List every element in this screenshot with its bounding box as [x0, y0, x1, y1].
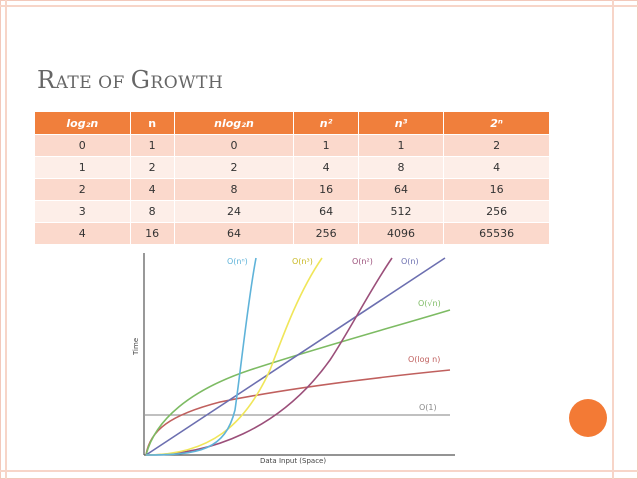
table-cell: 16: [130, 222, 175, 244]
growth-chart: O(nⁿ) O(n³) O(n²) O(n) O(√n) O(log n) O(…: [132, 253, 455, 465]
table-cell: 64: [293, 200, 359, 223]
series-label: O(log n): [408, 355, 440, 364]
table-row: 2 4 8 16 64 16: [35, 178, 550, 201]
table-cell: 16: [443, 178, 550, 201]
table-cell: 4096: [358, 222, 445, 244]
series-line-onn: [145, 257, 257, 456]
frame-line-top: [0, 5, 638, 7]
table-cell: 1: [293, 134, 359, 157]
table-cell: 4: [443, 156, 550, 179]
series-label: O(n³): [292, 257, 313, 266]
table-cell: 256: [293, 222, 359, 244]
table-cell: 64: [358, 178, 445, 201]
table-cell: 3: [35, 200, 131, 223]
column-header: 2ⁿ: [443, 112, 550, 135]
table-cell: 8: [174, 178, 295, 201]
column-header: nlog₂n: [174, 112, 295, 135]
table-cell: 2: [130, 156, 175, 179]
table-cell: 2: [35, 178, 131, 201]
table-cell: 1: [35, 156, 131, 179]
table-row: 4 16 64 256 4096 65536: [35, 222, 550, 244]
title-part: ROWTH: [150, 73, 224, 93]
table-cell: 2: [443, 134, 550, 157]
table-cell: 8: [130, 200, 175, 223]
slide-title: RATE OF GROWTH: [37, 66, 223, 94]
series-label: O(√n): [418, 299, 441, 308]
table-cell: 24: [174, 200, 295, 223]
table-cell: 16: [293, 178, 359, 201]
table-row: 3 8 24 64 512 256: [35, 200, 550, 223]
series-line-on2: [145, 257, 393, 456]
y-axis-label: Time: [132, 338, 140, 356]
column-header: n²: [293, 112, 359, 135]
column-header: log₂n: [35, 112, 131, 135]
table-cell: 64: [174, 222, 295, 244]
column-header: n: [130, 112, 175, 135]
series-label: O(n): [401, 257, 419, 266]
table-cell: 2: [174, 156, 295, 179]
frame-line-right: [612, 0, 614, 479]
title-part: G: [130, 66, 151, 94]
table-header-row: log₂n n nlog₂n n² n³ 2ⁿ: [35, 112, 550, 135]
series-line-on: [145, 257, 446, 456]
table-cell: 4: [293, 156, 359, 179]
frame-line-left: [5, 0, 7, 479]
table-cell: 0: [174, 134, 295, 157]
table-cell: 4: [35, 222, 131, 244]
table-cell: 8: [358, 156, 445, 179]
decorative-circle: [569, 399, 607, 437]
series-line-on3: [145, 257, 323, 456]
series-line-osqrtn: [145, 309, 451, 456]
table-cell: 65536: [443, 222, 550, 244]
table-cell: 4: [130, 178, 175, 201]
frame-line-bottom: [0, 470, 638, 472]
table-cell: 1: [130, 134, 175, 157]
title-part: R: [37, 66, 56, 94]
series-label: O(nⁿ): [227, 257, 248, 266]
table-cell: 512: [358, 200, 445, 223]
series-line-ologn: [145, 369, 451, 456]
table-cell: 256: [443, 200, 550, 223]
series-label: O(n²): [352, 257, 373, 266]
column-header: n³: [358, 112, 445, 135]
x-axis-label: Data Input (Space): [260, 457, 326, 465]
table-cell: 0: [35, 134, 131, 157]
series-label: O(1): [419, 403, 437, 412]
table-cell: 1: [358, 134, 445, 157]
title-part: ATE OF: [55, 73, 131, 93]
